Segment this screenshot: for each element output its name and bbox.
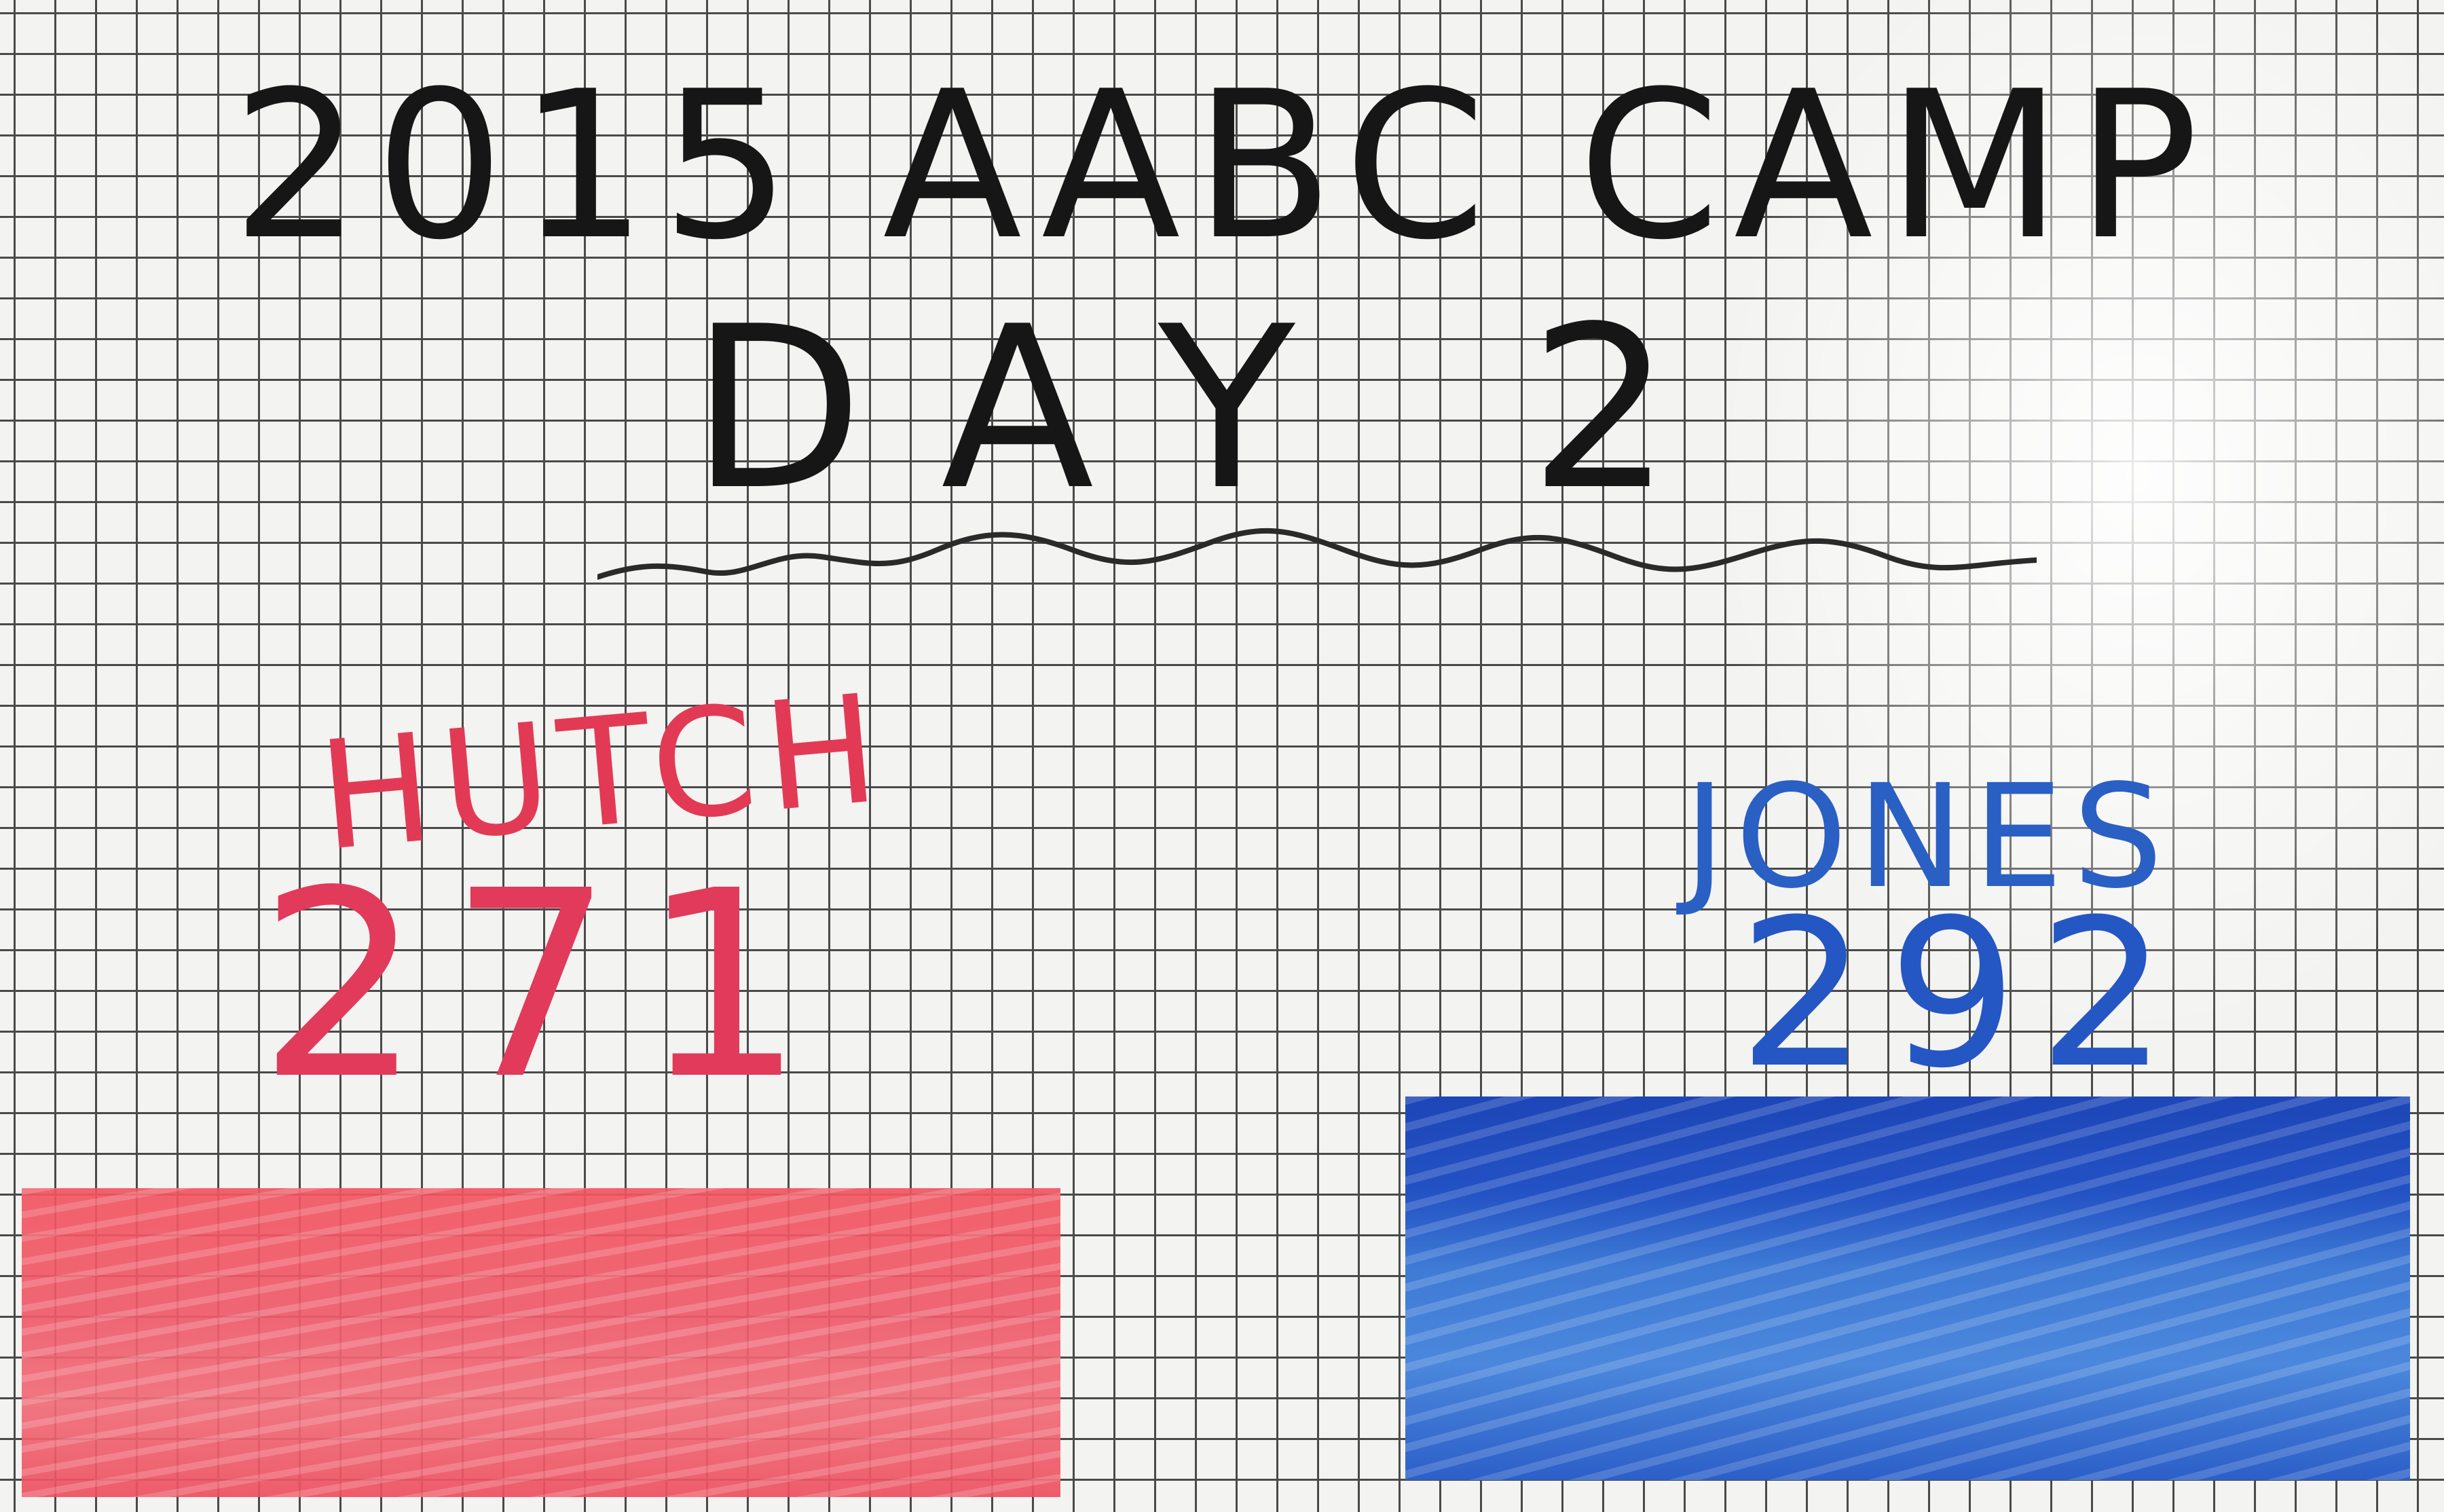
team-name-jones: JONES [1684, 754, 2173, 920]
score-bar-hutch [22, 1188, 1060, 1497]
title-line-1: 2015 AABC CAMP [232, 48, 2212, 284]
wavy-underline [597, 528, 2037, 580]
team-score-jones: 292 [1738, 876, 2188, 1113]
title-line-2: DAY 2 [690, 278, 1754, 539]
team-score-hutch: 271 [258, 835, 832, 1136]
score-bar-jones [1405, 1096, 2410, 1480]
